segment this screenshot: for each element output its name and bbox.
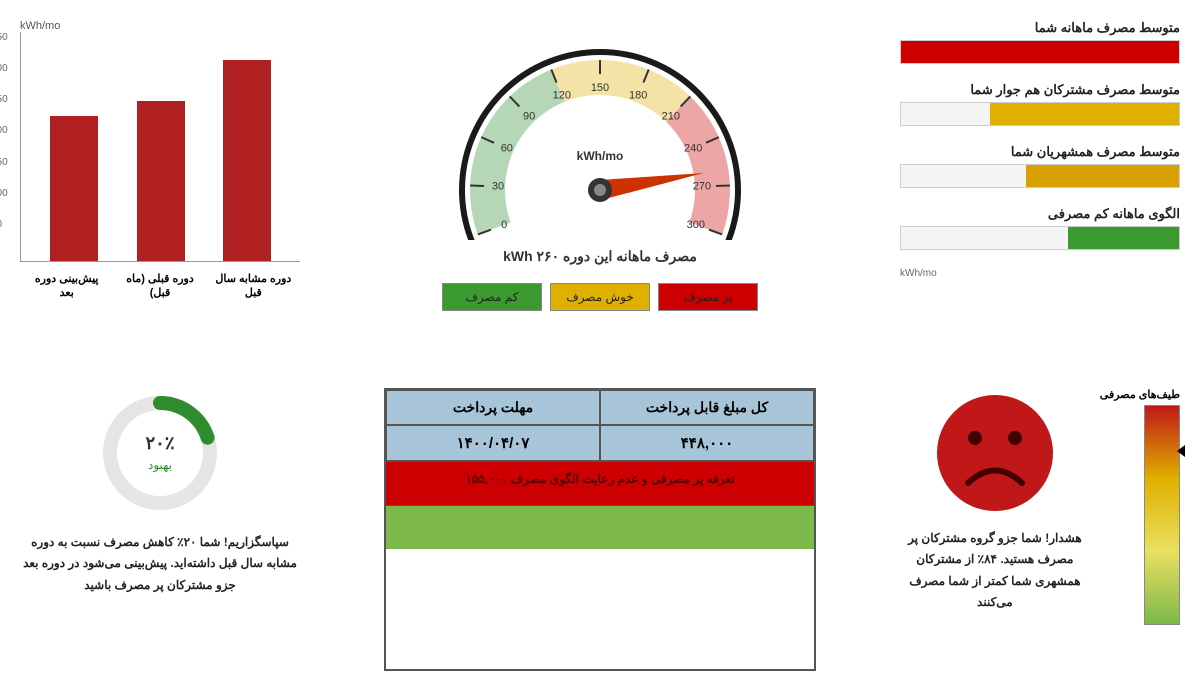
svg-text:۲۰٪: ۲۰٪: [145, 433, 174, 453]
bar-column: [131, 101, 191, 261]
improvement-panel: ۲۰٪ بهبود سپاسگزاریم! شما ۲۰٪ کاهش مصرف ن…: [10, 378, 310, 682]
comparison-row: متوسط مصرف مشترکان هم جوار شما: [900, 82, 1180, 126]
svg-text:kWh/mo: kWh/mo: [577, 149, 624, 163]
comparison-panel: متوسط مصرف ماهانه شما متوسط مصرف مشترکان …: [890, 10, 1190, 368]
svg-text:90: 90: [523, 111, 535, 123]
consumption-gradient: [1144, 405, 1180, 625]
svg-text:0: 0: [501, 219, 507, 231]
gauge-caption: مصرف ماهانه این دوره kWh ۲۶۰: [330, 248, 870, 265]
legend-item: پر مصرف: [658, 283, 758, 311]
svg-text:بهبود: بهبود: [148, 458, 172, 472]
bar-y-axis: 350300250200150100500: [0, 32, 8, 261]
comparison-bar-fill: [1026, 165, 1179, 187]
payment-status-row: [386, 505, 814, 549]
comparison-unit: kWh/mo: [900, 268, 1180, 279]
comparison-bar-track: [900, 164, 1180, 188]
gauge-legend: کم مصرف خوش مصرف پر مصرف: [330, 283, 870, 311]
sad-face-icon: [930, 388, 1060, 518]
gradient-title: طیف‌های مصرفی: [1100, 388, 1180, 401]
bar-rect: [50, 116, 98, 261]
svg-text:210: 210: [662, 111, 680, 123]
progress-ring: ۲۰٪ بهبود: [95, 388, 225, 518]
payment-table: کل مبلغ قابل پرداخت مهلت پرداخت ۴۴۸,۰۰۰ …: [384, 388, 816, 672]
warning-text: هشدار! شما جزو گروه مشترکان پر مصرف هستی…: [900, 528, 1090, 614]
gradient-column: طیف‌های مصرفی: [1100, 388, 1180, 672]
svg-text:240: 240: [684, 142, 702, 154]
svg-text:270: 270: [693, 180, 711, 192]
legend-item: خوش مصرف: [550, 283, 650, 311]
comparison-label: متوسط مصرف همشهریان شما: [900, 144, 1180, 160]
bar-rect: [223, 60, 271, 261]
payment-header-due: مهلت پرداخت: [386, 390, 600, 425]
gauge-chart: 0 30 60 90 120 150 180 210 240 270 300 kWh/mo: [440, 20, 760, 240]
comparison-row: متوسط مصرف همشهریان شما: [900, 144, 1180, 188]
comparison-bar-fill: [901, 41, 1179, 63]
payment-due-value: ۱۴۰۰/۰۴/۰۷: [386, 425, 600, 461]
comparison-label: متوسط مصرف ماهانه شما: [900, 20, 1180, 36]
payment-header-amount: کل مبلغ قابل پرداخت: [600, 390, 814, 425]
svg-text:180: 180: [629, 89, 647, 101]
svg-text:30: 30: [492, 180, 504, 192]
bar-column: [217, 60, 277, 261]
legend-item: کم مصرف: [442, 283, 542, 311]
bar-chart-panel: kWh/mo 350300250200150100500 دوره مشابه …: [10, 10, 310, 368]
payment-amount-value: ۴۴۸,۰۰۰: [600, 425, 814, 461]
bar-label: دوره مشابه سال قبل: [213, 272, 293, 301]
svg-text:150: 150: [591, 82, 609, 94]
bar-x-labels: دوره مشابه سال قبل دوره قبلی (ماه قبل) پیش…: [20, 266, 300, 301]
svg-text:60: 60: [501, 142, 513, 154]
comparison-row: الگوی ماهانه کم مصرفی: [900, 206, 1180, 250]
bar-chart-unit: kWh/mo: [20, 20, 300, 32]
bar-column: [44, 116, 104, 261]
comparison-label: الگوی ماهانه کم مصرفی: [900, 206, 1180, 222]
payment-panel: کل مبلغ قابل پرداخت مهلت پرداخت ۴۴۸,۰۰۰ …: [320, 378, 880, 682]
bar-label: دوره قبلی (ماه قبل): [120, 272, 200, 301]
svg-text:120: 120: [553, 89, 571, 101]
comparison-bar-track: [900, 102, 1180, 126]
comparison-bar-fill: [990, 103, 1179, 125]
bar-label: پیش‌بینی دوره بعد: [27, 272, 107, 301]
comparison-label: متوسط مصرف مشترکان هم جوار شما: [900, 82, 1180, 98]
payment-status-row: تعرفه پر مصرفی و عدم رعایت الگوی مصرف ۱۵…: [386, 461, 814, 505]
bar-rect: [137, 101, 185, 261]
comparison-row: متوسط مصرف ماهانه شما: [900, 20, 1180, 64]
comparison-bar-track: [900, 226, 1180, 250]
bar-chart: 350300250200150100500: [20, 32, 300, 262]
gauge-panel: 0 30 60 90 120 150 180 210 240 270 300 kWh/mo مصرف …: [320, 10, 880, 368]
improvement-text: سپاسگزاریم! شما ۲۰٪ کاهش مصرف نسبت به دو…: [20, 532, 300, 597]
warning-panel: طیف‌های مصرفی هشدار! شما جزو گروه مشترکا…: [890, 378, 1190, 682]
comparison-bar-fill: [1068, 227, 1179, 249]
comparison-bar-track: [900, 40, 1180, 64]
svg-text:300: 300: [687, 219, 705, 231]
